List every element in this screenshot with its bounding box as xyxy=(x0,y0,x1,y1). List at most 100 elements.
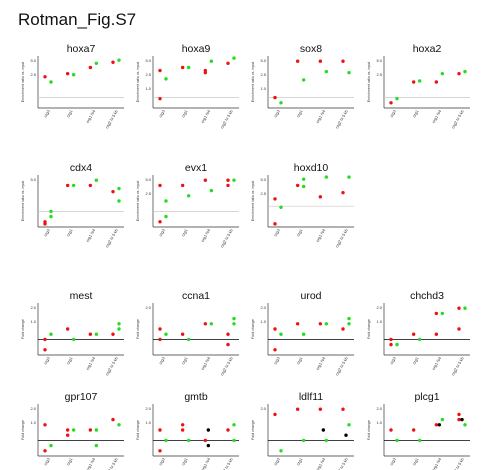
data-point xyxy=(111,332,115,336)
data-point xyxy=(158,68,162,73)
x-tick-label: crg3 xyxy=(158,227,167,237)
plot-title: hoxd10 xyxy=(294,162,329,174)
data-point xyxy=(344,433,348,437)
y-tick-label: 1.0 xyxy=(260,86,266,91)
x-tick-label: crg1 hi4 xyxy=(315,108,327,123)
data-point xyxy=(158,220,162,224)
plot-panel: gpr107 Fold change 2.0 1.0 crg3 crg1 crg1 hi4 c… xyxy=(21,391,124,470)
data-point xyxy=(65,71,70,76)
data-point xyxy=(226,332,230,336)
data-point xyxy=(226,61,230,65)
data-point xyxy=(389,342,393,347)
data-point xyxy=(209,322,214,326)
x-tick-label: crg3 xyxy=(273,227,282,237)
data-point xyxy=(347,322,351,326)
data-point xyxy=(273,348,277,352)
x-tick-label: crg1 xyxy=(65,227,74,237)
data-point xyxy=(273,412,277,417)
data-point xyxy=(411,80,416,84)
y-tick-label: 1.0 xyxy=(145,86,151,91)
plot-title: sox8 xyxy=(300,43,322,55)
data-point xyxy=(88,332,93,336)
y-axis-label: Enrichment ratio vs. input xyxy=(136,62,140,103)
x-tick-label: crg1 hi4 xyxy=(85,355,97,370)
data-point xyxy=(186,337,191,342)
x-tick-label: crg2 hi 5 kb xyxy=(450,456,465,470)
data-point xyxy=(186,438,191,443)
data-point xyxy=(186,194,191,198)
y-axis-label: Enrichment ratio vs. input xyxy=(21,62,25,103)
data-point xyxy=(318,195,323,199)
data-point xyxy=(158,327,162,331)
data-point xyxy=(158,337,162,342)
plot-panel: chchd3 Fold change 2.0 1.0 crg3 crg1 crg1 hi4 c… xyxy=(367,290,470,376)
data-point xyxy=(180,65,185,70)
plot-panel: ldlf11 Fold change 2.0 crg3 crg1 crg1 hi4 crg2… xyxy=(251,391,354,470)
x-tick-label: crg1 hi4 xyxy=(200,456,212,470)
x-tick-label: crg1 xyxy=(295,227,304,237)
data-point xyxy=(164,332,168,336)
data-point xyxy=(457,327,461,331)
data-point xyxy=(232,322,236,326)
data-point xyxy=(417,438,422,443)
data-point xyxy=(226,428,230,432)
y-axis-label: Enrichment ratio vs. input xyxy=(136,181,140,222)
y-tick-label: 5.0 xyxy=(376,58,382,63)
x-tick-label: crg1 hi4 xyxy=(200,355,212,370)
data-point xyxy=(180,423,185,427)
data-point xyxy=(43,222,47,226)
x-tick-label: crg2 hi 5 kb xyxy=(334,456,349,470)
y-axis-label: Fold change xyxy=(251,319,255,339)
data-point xyxy=(49,209,53,214)
data-point xyxy=(324,175,329,179)
data-point xyxy=(411,428,416,432)
data-point xyxy=(273,197,277,201)
x-tick-label: crg1 xyxy=(295,108,304,118)
data-point xyxy=(111,417,115,422)
data-point xyxy=(440,417,445,422)
y-tick-label: 2.0 xyxy=(145,305,151,310)
y-tick-label: 5.0 xyxy=(30,177,36,182)
data-point xyxy=(158,183,162,188)
plot-title: ccna1 xyxy=(182,290,210,302)
data-point xyxy=(203,178,208,182)
data-point xyxy=(279,332,283,336)
data-point xyxy=(417,337,422,342)
data-point xyxy=(301,184,306,189)
plot-title: gpr107 xyxy=(65,391,98,403)
x-tick-label: crg2 hi 5 kb xyxy=(219,227,234,248)
data-point xyxy=(341,190,345,195)
data-point xyxy=(295,407,300,411)
plot-panel: hoxa9 Enrichment ratio vs. input 5.0 2.5 1.0… xyxy=(136,43,239,129)
x-tick-label: crg2 hi 5 kb xyxy=(334,108,349,129)
data-point xyxy=(457,71,461,76)
data-point xyxy=(226,342,230,347)
x-tick-label: crg3 xyxy=(158,456,167,466)
data-point xyxy=(279,101,283,105)
x-tick-label: crg2 hi 5 kb xyxy=(219,108,234,129)
y-axis-label: Fold change xyxy=(136,319,140,339)
data-point xyxy=(117,186,121,191)
plot-panel: evx1 Enrichment ratio vs. input 5.0 2.5 crg3… xyxy=(136,162,239,248)
data-point xyxy=(347,316,351,321)
x-tick-label: crg1 xyxy=(65,456,74,466)
x-tick-label: crg2 hi 5 kb xyxy=(450,355,465,376)
data-point xyxy=(65,183,70,188)
y-tick-label: 2.5 xyxy=(260,72,266,77)
data-point xyxy=(279,449,283,453)
plot-title: urod xyxy=(300,290,321,302)
y-axis-label: Fold change xyxy=(21,319,25,339)
y-axis-label: Enrichment ratio vs. input xyxy=(251,181,255,222)
data-point xyxy=(117,322,121,326)
y-tick-label: 1.0 xyxy=(260,319,266,324)
x-tick-label: crg1 xyxy=(295,355,304,365)
data-point xyxy=(232,316,236,321)
y-tick-label: 2.0 xyxy=(30,305,36,310)
plot-title: cdx4 xyxy=(70,162,92,174)
data-point xyxy=(71,428,76,432)
plot-panel: hoxa7 Enrichment ratio vs. input 5.0 2.5 crg… xyxy=(21,43,124,129)
data-point xyxy=(301,438,306,443)
data-point xyxy=(65,428,70,432)
x-tick-label: crg3 xyxy=(43,227,52,237)
y-tick-label: 2.0 xyxy=(376,406,382,411)
